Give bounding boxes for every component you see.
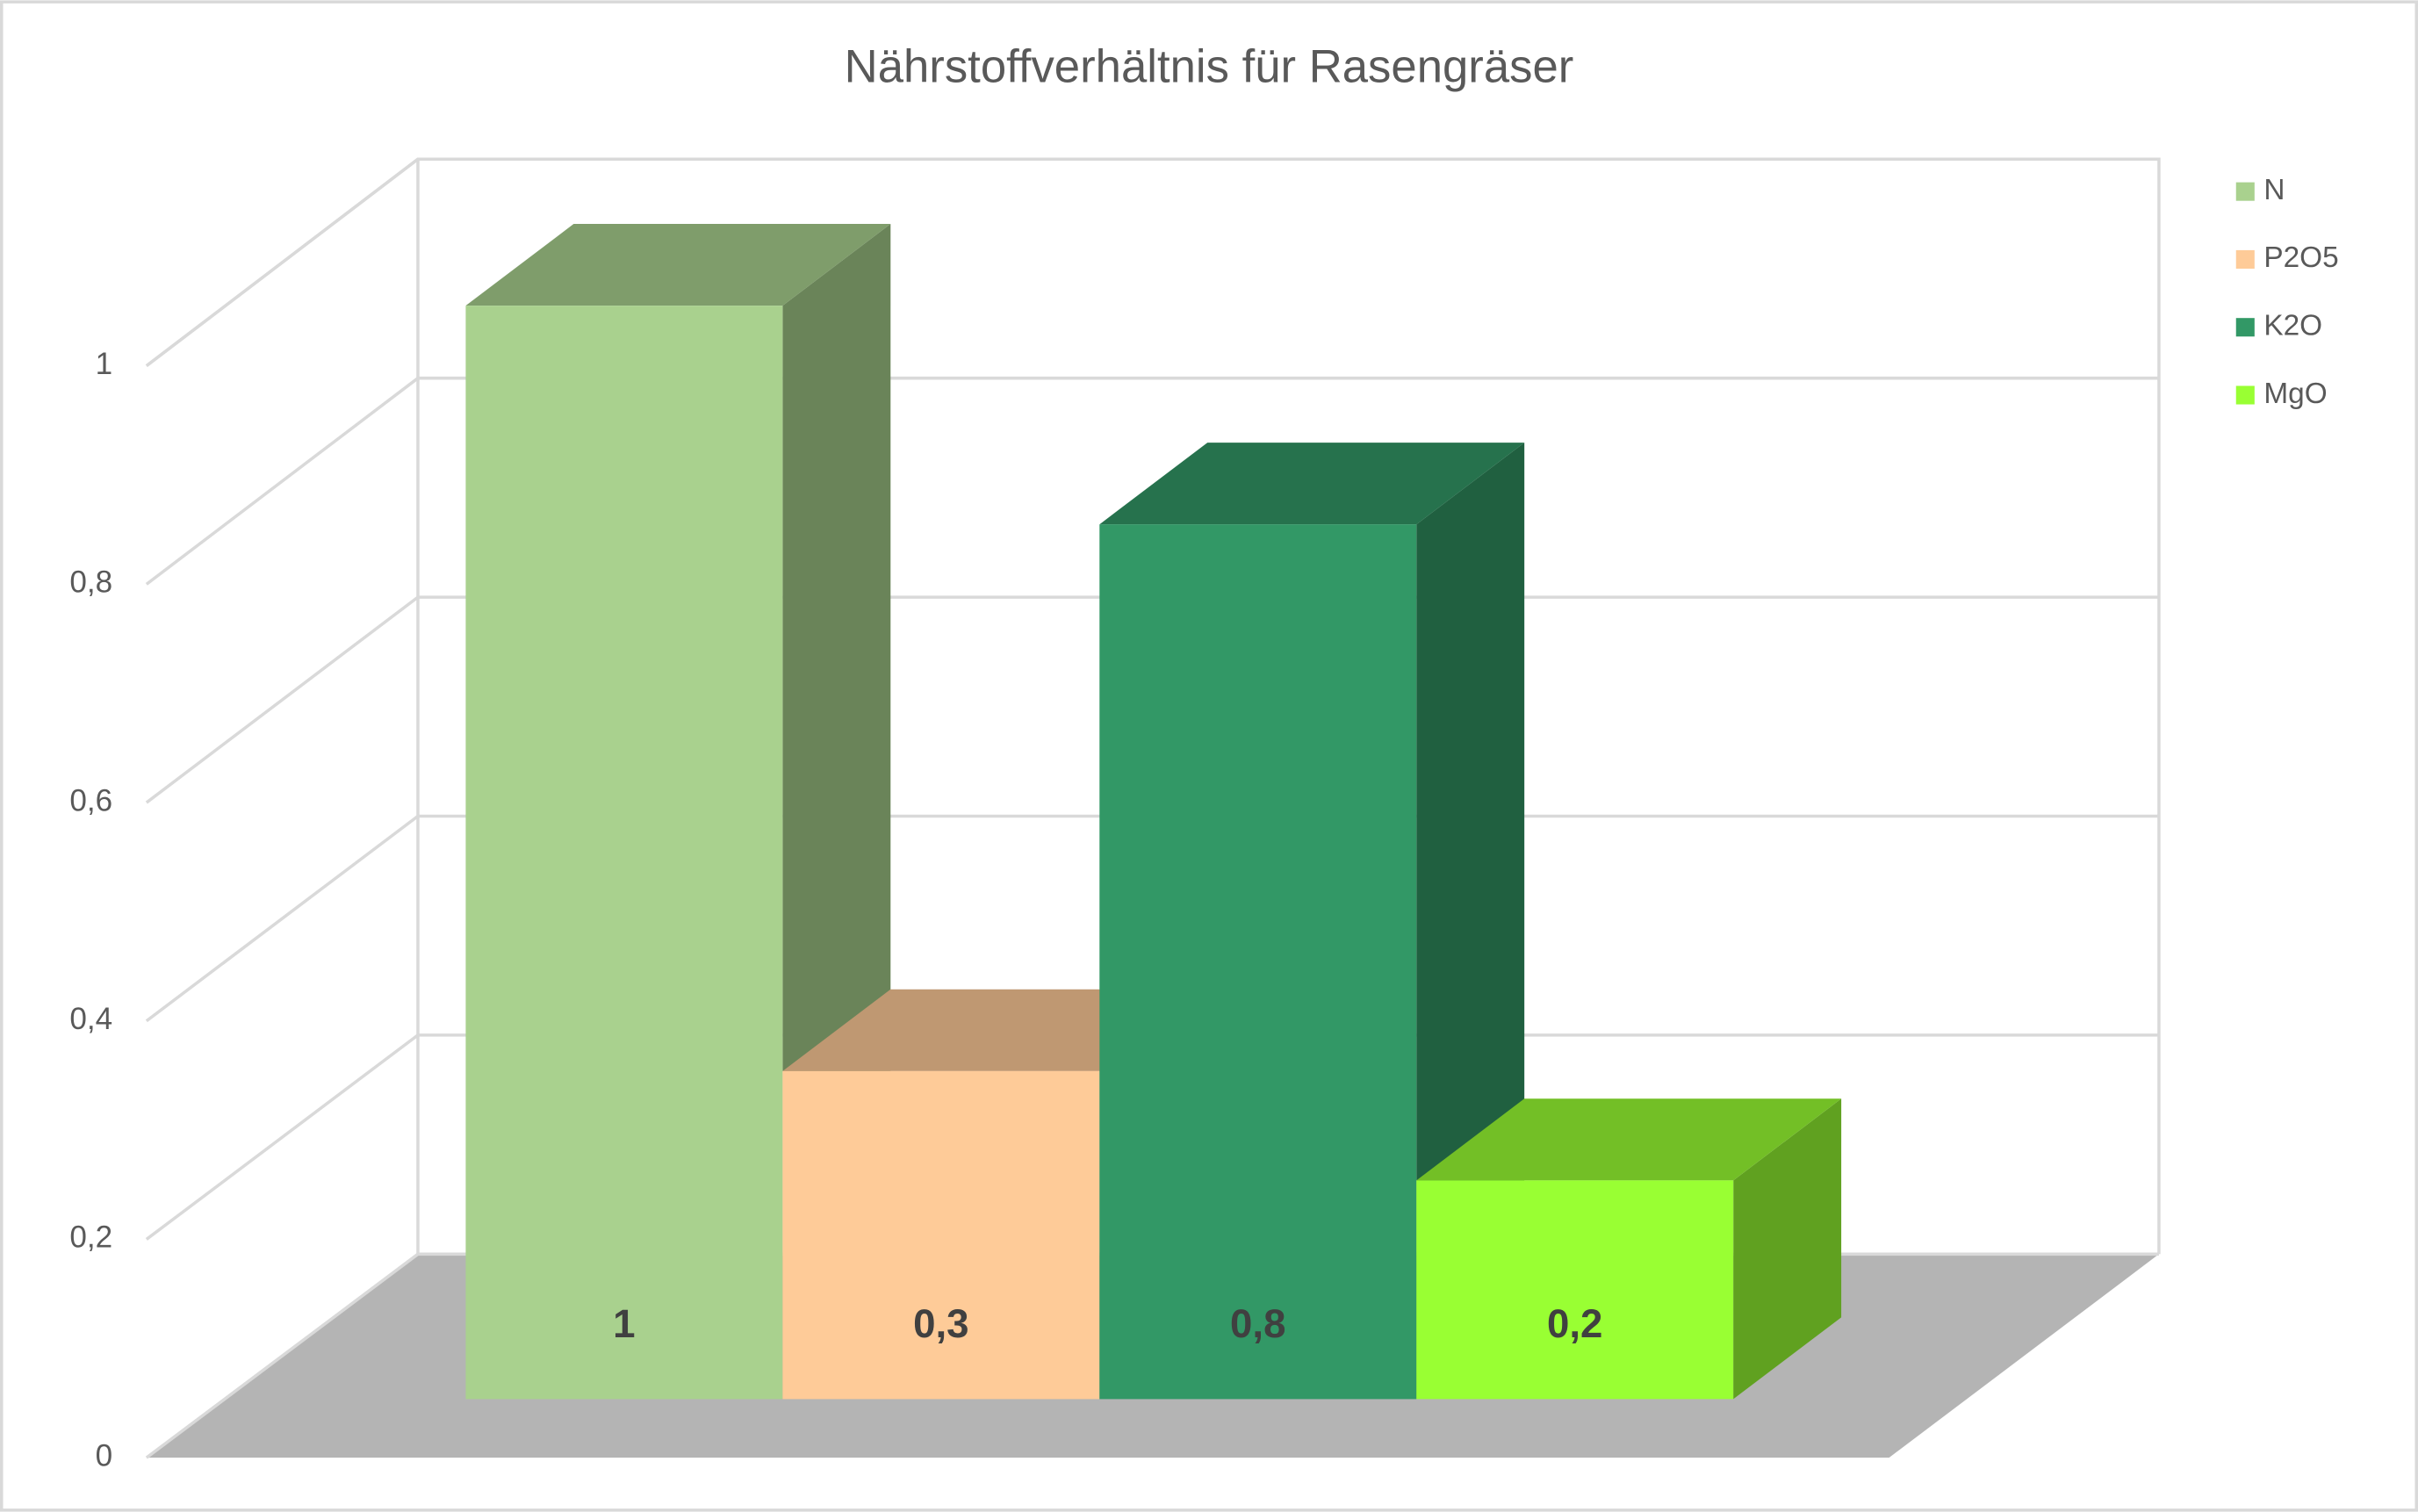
grid-line [145,595,2159,804]
grid-line [145,1033,2159,1241]
bar-top [1099,443,1525,525]
bar [465,306,783,1400]
legend-label: MgO [2263,378,2327,410]
legend-label: N [2263,174,2285,206]
bar [782,1070,1100,1400]
y-tick-label: 0,4 [69,1002,112,1036]
data-label: 1 [613,1301,635,1346]
legend-swatch [2235,385,2255,405]
y-tick-label: 1 [96,347,113,381]
data-label: 0,3 [913,1301,968,1346]
grid-line [145,157,2159,368]
legend-swatch [2235,318,2255,337]
bar [1099,524,1417,1400]
grid-line [145,376,2159,586]
data-label: 0,8 [1230,1301,1285,1346]
chart-title: Nährstoffverhältnis für Rasengräser [845,40,1574,92]
bar-top [1416,1098,1842,1181]
legend-swatch [2235,182,2255,201]
y-tick-label: 0 [96,1438,113,1472]
bar [1416,1180,1734,1400]
legend-label: P2O5 [2263,241,2338,274]
y-tick-label: 0,2 [69,1220,112,1255]
y-tick-label: 0,8 [69,565,112,600]
legend-swatch [2235,249,2255,269]
legend-label: K2O [2263,310,2322,342]
bar-top [465,224,891,306]
grid-line [145,814,2159,1023]
y-tick-label: 0,6 [69,783,112,817]
bar-side [1733,1098,1842,1400]
data-label: 0,2 [1547,1301,1602,1346]
